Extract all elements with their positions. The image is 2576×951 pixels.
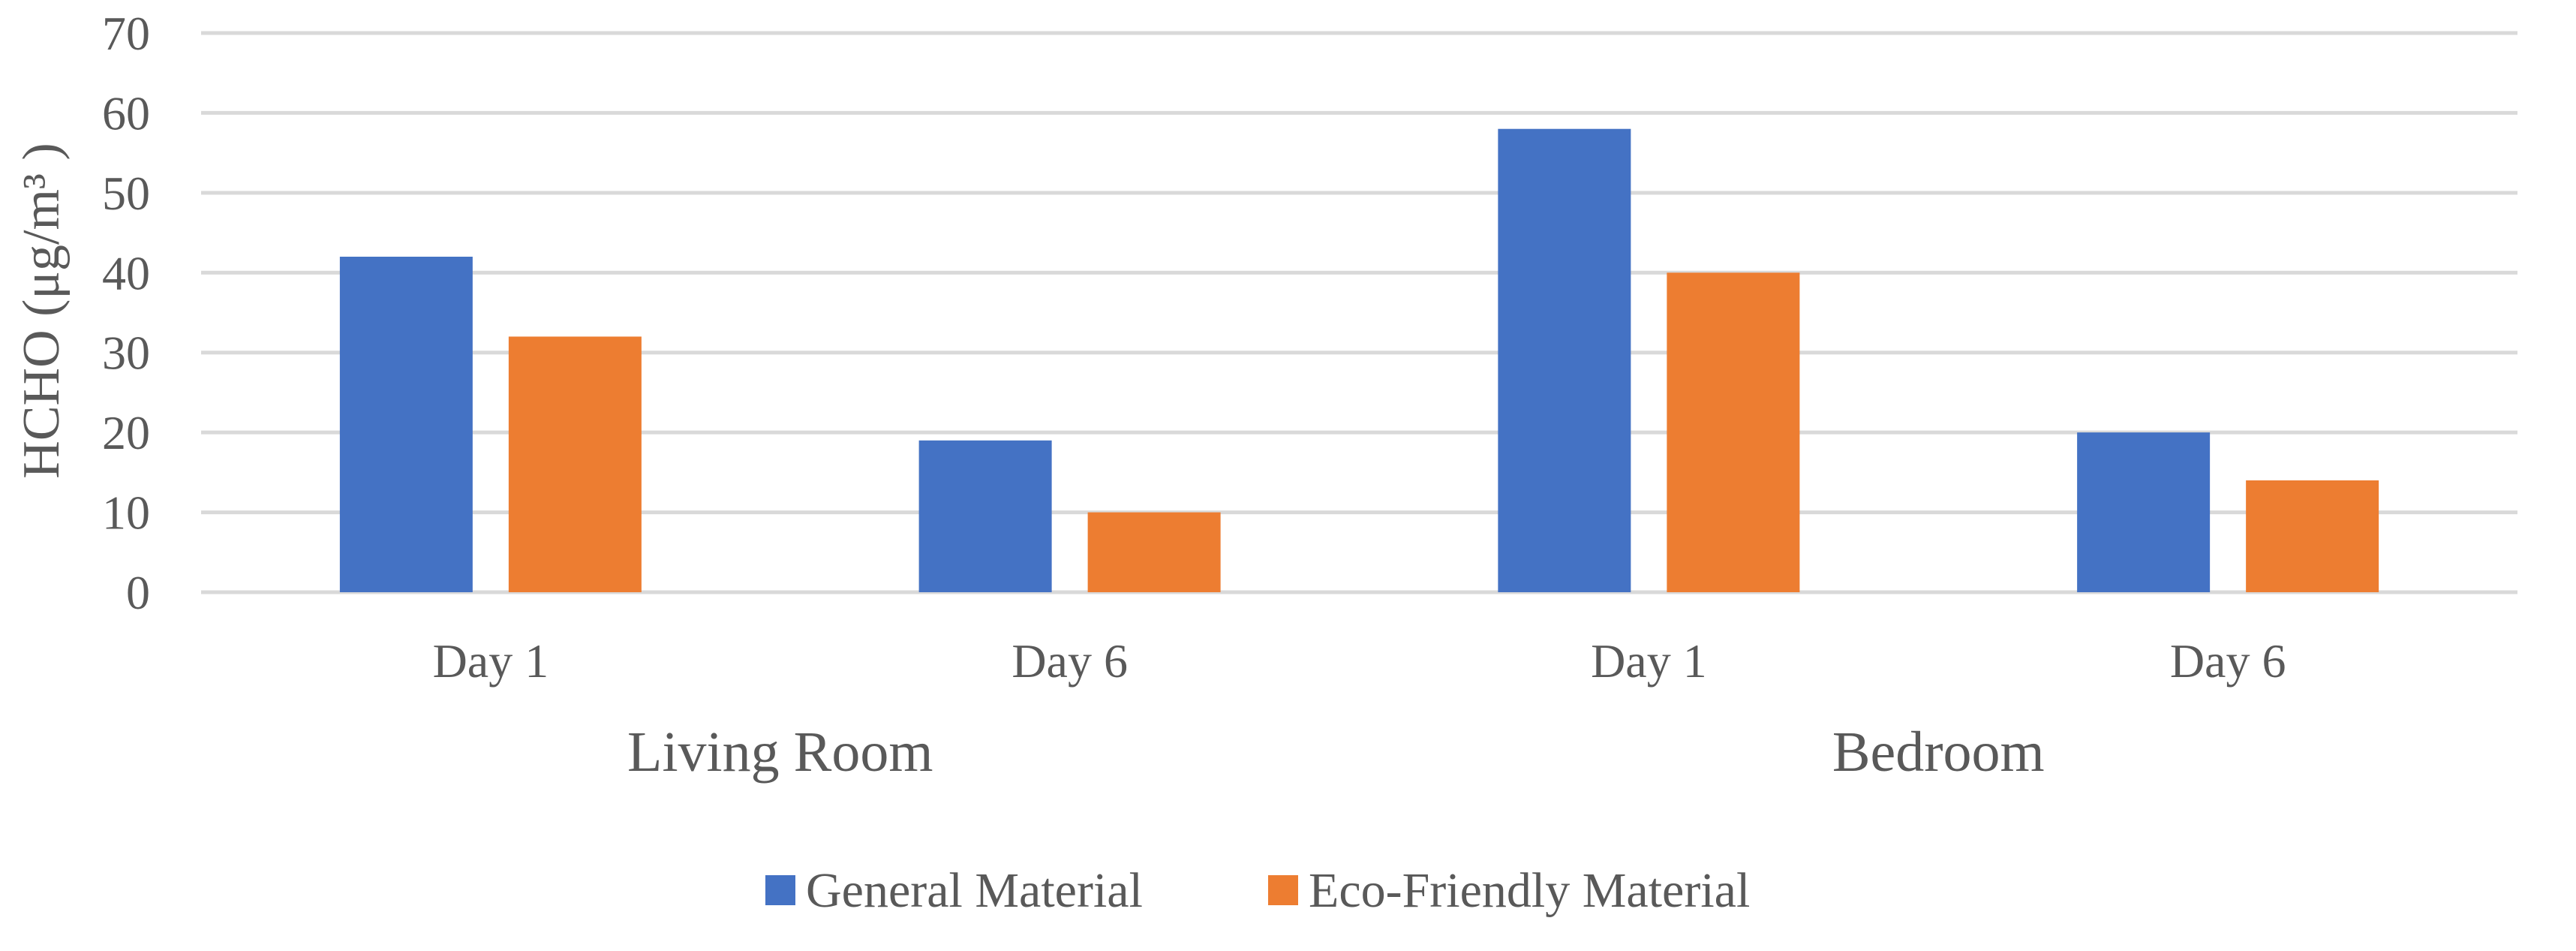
x-group-label: Living Room	[627, 721, 933, 784]
legend-label: General Material	[806, 863, 1143, 918]
bar-eco-friendly-material	[2246, 480, 2379, 592]
legend-swatch	[765, 875, 795, 905]
x-axis-labels: Day 1 Day 6 Day 1 Day 6 Living Room Bedroom	[433, 634, 2286, 784]
y-tick-label: 20	[102, 406, 150, 459]
bar-general-material	[2077, 432, 2211, 592]
bar-general-material	[918, 440, 1052, 592]
bar-eco-friendly-material	[1667, 272, 1800, 592]
bar-general-material	[339, 257, 473, 592]
y-tick-label: 10	[102, 486, 150, 540]
y-tick-label: 0	[126, 566, 150, 619]
bar-eco-friendly-material	[1087, 512, 1221, 592]
bar-general-material	[1498, 128, 1631, 592]
y-tick-label: 50	[102, 167, 150, 220]
y-axis-title: HCHO (μg/m³ )	[13, 143, 71, 478]
legend-swatch	[1268, 875, 1298, 905]
x-tick-label: Day 1	[1591, 634, 1707, 688]
x-tick-label: Day 1	[433, 634, 549, 688]
y-axis-ticks: 0 10 20 30 40 50 60 70	[102, 7, 150, 619]
x-tick-label: Day 6	[1011, 634, 1128, 688]
bars	[339, 128, 2379, 592]
y-tick-label: 40	[102, 246, 150, 299]
bar-eco-friendly-material	[508, 336, 642, 592]
y-tick-label: 70	[102, 7, 150, 60]
y-tick-label: 30	[102, 327, 150, 380]
legend-label: Eco-Friendly Material	[1309, 863, 1750, 918]
x-tick-label: Day 6	[2170, 634, 2286, 688]
legend: General Material Eco-Friendly Material	[765, 863, 1750, 918]
x-group-label: Bedroom	[1832, 721, 2045, 784]
y-tick-label: 60	[102, 86, 150, 140]
